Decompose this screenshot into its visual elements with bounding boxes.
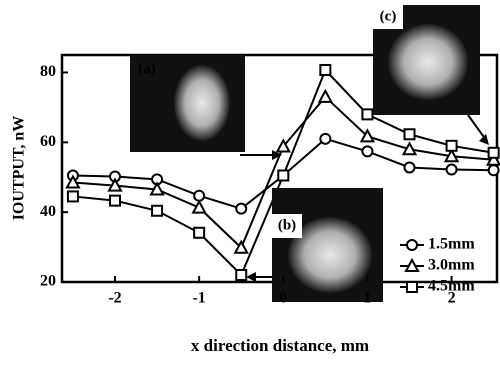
- legend-label: 1.5mm: [428, 236, 475, 253]
- marker: [194, 228, 204, 238]
- marker: [489, 165, 499, 175]
- marker: [110, 196, 120, 206]
- marker: [362, 146, 372, 156]
- inset-b: (b): [246, 188, 383, 302]
- marker: [407, 240, 417, 250]
- annotation: (b): [278, 217, 296, 233]
- marker: [236, 270, 246, 280]
- marker: [319, 91, 331, 102]
- inset-c: (c): [373, 5, 489, 145]
- marker: [152, 206, 162, 216]
- marker: [68, 191, 78, 201]
- x-axis-label: x direction distance, mm: [191, 336, 369, 355]
- marker: [362, 109, 372, 119]
- inset-a: (a): [130, 55, 282, 160]
- chart: (a) (b) (c) x direction distance, mm IOU…: [0, 0, 500, 367]
- marker: [489, 148, 499, 158]
- annotation: (c): [380, 8, 397, 24]
- marker: [404, 129, 414, 139]
- marker: [320, 134, 330, 144]
- x-tick-label: -1: [192, 290, 205, 307]
- y-axis-label: IOUTPUT, nW: [11, 116, 28, 221]
- x-tick-label: 0: [279, 290, 287, 307]
- annotation: (a): [138, 61, 156, 77]
- x-tick-label: 2: [448, 290, 456, 307]
- y-tick-label: 80: [40, 63, 56, 80]
- legend-label: 3.0mm: [428, 257, 475, 274]
- marker: [447, 165, 457, 175]
- marker: [407, 282, 417, 292]
- marker: [404, 162, 414, 172]
- y-tick-label: 20: [40, 273, 56, 290]
- x-tick-label: 1: [363, 290, 371, 307]
- marker: [320, 65, 330, 75]
- marker: [447, 141, 457, 151]
- y-tick-label: 60: [40, 133, 56, 150]
- marker: [236, 204, 246, 214]
- marker: [278, 170, 288, 180]
- marker: [193, 202, 205, 213]
- x-tick-label: -2: [108, 290, 121, 307]
- marker: [194, 191, 204, 201]
- y-tick-label: 40: [40, 203, 56, 220]
